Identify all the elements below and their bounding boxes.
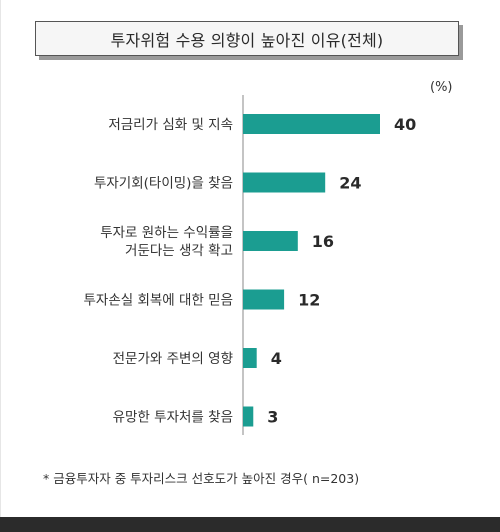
bar [243,406,254,427]
chart-title: 투자위험 수용 의향이 높아진 이유(전체) [35,21,459,56]
category-label: 투자로 원하는 수익률을 [100,225,233,241]
category-label: 유망한 투자처를 찾음 [113,410,233,426]
chart-title-text: 투자위험 수용 의향이 높아진 이유(전체) [110,30,384,50]
category-label: 투자손실 회복에 대한 믿음 [84,293,234,309]
bar [243,348,257,368]
data-label: 3 [267,408,278,427]
data-label: 24 [339,174,361,193]
unit-label: (%) [430,80,453,95]
bar [243,289,285,310]
category-label: 거둔다는 생각 확고 [125,243,233,259]
bar-chart: 40 저금리가 심화 및 지속 24 투자기회(타이밍)을 찾음 16 투자로 원하는 수… [84,95,416,435]
data-label: 16 [312,232,334,251]
data-label: 4 [271,349,282,368]
bar [243,114,380,134]
data-label: 12 [298,291,320,310]
bar [243,172,326,193]
data-label: 40 [394,115,416,134]
bottom-strip [0,517,500,532]
category-label: 투자기회(타이밍)을 찾음 [94,176,233,192]
category-label: 저금리가 심화 및 지속 [108,117,233,133]
footnote: * 금융투자자 중 투자리스크 선호도가 높아진 경우( n=203) [43,471,360,486]
bar [243,231,298,251]
category-label: 전문가와 주변의 영향 [113,351,233,367]
